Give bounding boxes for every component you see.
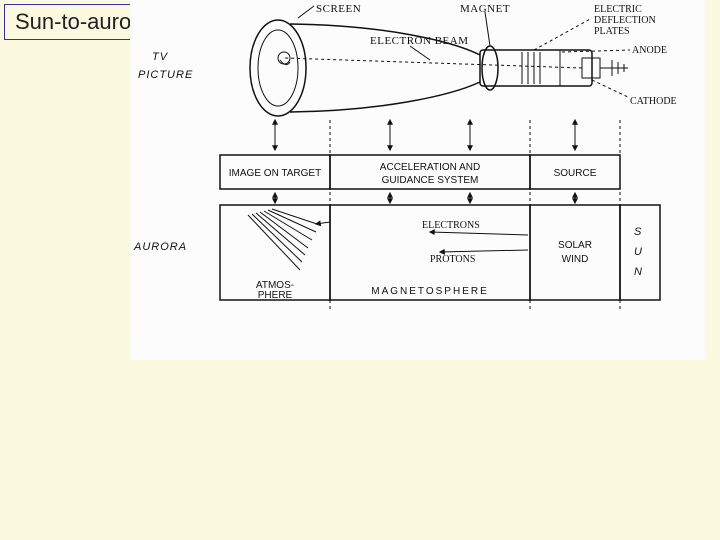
lbl-image-on-target: IMAGE ON TARGET	[229, 168, 321, 179]
lbl-accel-2: GUIDANCE SYSTEM	[382, 175, 479, 186]
beam-spot	[278, 52, 290, 64]
aurora-fan	[248, 209, 330, 270]
lbl-tv: TV	[152, 51, 169, 63]
lbl-aurora: AURORA	[133, 241, 187, 253]
leader-defl	[534, 18, 592, 50]
lbl-accel-1: ACCELERATION AND	[380, 162, 480, 173]
diagram-panel: SCREEN ELECTRON BEAM MAGNET ELECTRIC DEF…	[130, 0, 705, 360]
lbl-anode: ANODE	[632, 45, 667, 56]
lbl-electrons: ELECTRONS	[422, 220, 480, 231]
tube-bottom	[290, 82, 480, 112]
lbl-sun-s: S	[634, 226, 642, 238]
lbl-sun-n: N	[634, 266, 643, 278]
lbl-electron-beam: ELECTRON BEAM	[370, 35, 468, 47]
electron-beam-path	[285, 58, 582, 68]
lbl-defl-1: ELECTRIC	[594, 4, 642, 15]
lbl-magnet: MAGNET	[460, 3, 510, 15]
cathode-assembly	[582, 58, 628, 78]
lbl-solar-2: WIND	[562, 254, 589, 265]
deflection-plates	[522, 52, 540, 84]
arrow-protons	[440, 250, 528, 252]
arrow-electrons	[430, 232, 528, 235]
lbl-source: SOURCE	[554, 168, 597, 179]
lbl-defl-2: DEFLECTION	[594, 15, 656, 26]
lbl-screen: SCREEN	[316, 3, 361, 15]
lbl-magnetosphere: MAGNETOSPHERE	[371, 286, 489, 297]
leader-cathode	[592, 80, 630, 98]
lbl-picture: PICTURE	[138, 69, 193, 81]
leader-beam	[410, 46, 430, 60]
analogy-diagram: SCREEN ELECTRON BEAM MAGNET ELECTRIC DEF…	[130, 0, 705, 360]
lbl-defl-3: PLATES	[594, 26, 630, 37]
magnet-ring	[482, 46, 498, 90]
leader-screen	[298, 6, 314, 18]
leader-magnet	[485, 12, 490, 46]
lbl-sun-u: U	[634, 246, 643, 258]
lbl-solar-1: SOLAR	[558, 240, 592, 251]
lbl-atmos-2: PHERE	[258, 290, 293, 301]
box-solarwind	[530, 205, 620, 300]
crt-screen-inner	[258, 30, 298, 106]
lbl-cathode: CATHODE	[630, 96, 677, 107]
lbl-protons: PROTONS	[430, 254, 475, 265]
